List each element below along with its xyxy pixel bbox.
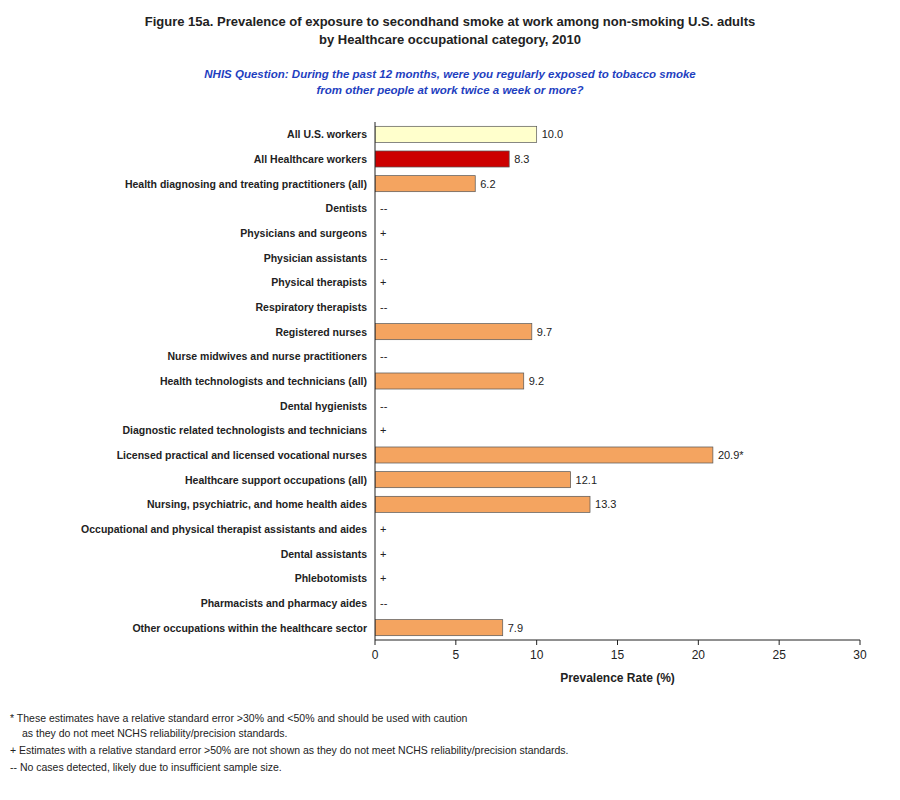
category-label: Occupational and physical therapist assi… (81, 523, 367, 535)
category-label: Registered nurses (275, 326, 367, 338)
data-label: + (380, 276, 386, 288)
category-label: Phlebotomists (295, 572, 368, 584)
category-label: Other occupations within the healthcare … (132, 622, 367, 634)
title: Figure 15a. Prevalence of exposure to se… (145, 14, 755, 29)
data-label: -- (380, 252, 388, 264)
data-label: 9.2 (529, 375, 544, 387)
title: by Healthcare occupational category, 201… (319, 32, 581, 47)
bar (375, 472, 571, 488)
data-label: 6.2 (480, 178, 495, 190)
data-label: -- (380, 400, 388, 412)
category-label: All U.S. workers (287, 128, 367, 140)
data-label: + (380, 572, 386, 584)
data-label: + (380, 424, 386, 436)
category-label: Healthcare support occupations (all) (185, 474, 367, 486)
category-label: Dental hygienists (280, 400, 367, 412)
subtitle: from other people at work twice a week o… (316, 84, 583, 96)
category-label: Nursing, psychiatric, and home health ai… (147, 498, 367, 510)
category-label: Physicians and surgeons (240, 227, 367, 239)
category-label: Physical therapists (271, 276, 367, 288)
data-label: 9.7 (537, 326, 552, 338)
category-label: Diagnostic related technologists and tec… (123, 424, 368, 436)
x-tick-label: 15 (611, 648, 625, 662)
x-tick-label: 5 (452, 648, 459, 662)
category-label: Nurse midwives and nurse practitioners (167, 350, 367, 362)
data-label: -- (380, 597, 388, 609)
x-tick-label: 30 (853, 648, 867, 662)
category-label: Physician assistants (264, 252, 367, 264)
footnote: * These estimates have a relative standa… (10, 712, 468, 724)
chart-container: Figure 15a. Prevalence of exposure to se… (0, 0, 900, 800)
category-label: Dentists (326, 202, 368, 214)
bar (375, 447, 713, 463)
x-tick-label: 0 (372, 648, 379, 662)
data-label: + (380, 523, 386, 535)
chart-svg: Figure 15a. Prevalence of exposure to se… (0, 0, 900, 800)
x-tick (536, 640, 537, 645)
bar (375, 496, 590, 512)
data-label: -- (380, 350, 388, 362)
x-tick (375, 640, 376, 645)
bar (375, 373, 524, 389)
data-label: 12.1 (576, 474, 597, 486)
data-label: 20.9* (718, 449, 744, 461)
data-label: -- (380, 301, 388, 313)
x-tick (779, 640, 780, 645)
x-tick (455, 640, 456, 645)
subtitle: NHIS Question: During the past 12 months… (204, 68, 696, 80)
footnote: -- No cases detected, likely due to insu… (10, 761, 282, 773)
x-axis-label: Prevalence Rate (%) (560, 671, 675, 685)
background (0, 0, 900, 800)
bars (375, 126, 713, 635)
x-tick-label: 10 (530, 648, 544, 662)
bar (375, 176, 475, 192)
category-label: All Healthcare workers (254, 153, 367, 165)
data-label: + (380, 548, 386, 560)
bar (375, 151, 509, 167)
data-label: + (380, 227, 386, 239)
category-label: Respiratory therapists (256, 301, 368, 313)
x-tick (617, 640, 618, 645)
bar (375, 620, 503, 636)
category-label: Health diagnosing and treating practitio… (125, 178, 367, 190)
bar (375, 324, 532, 340)
footnote: + Estimates with a relative standard err… (10, 744, 569, 756)
x-tick-label: 20 (692, 648, 706, 662)
data-label: 10.0 (542, 128, 563, 140)
zero-line (375, 122, 376, 640)
data-label: -- (380, 202, 388, 214)
x-tick-label: 25 (772, 648, 786, 662)
data-label: 13.3 (595, 498, 616, 510)
category-label: Pharmacists and pharmacy aides (201, 597, 367, 609)
data-label: 7.9 (508, 622, 523, 634)
category-label: Health technologists and technicians (al… (160, 375, 367, 387)
data-label: 8.3 (514, 153, 529, 165)
category-label: Licensed practical and licensed vocation… (117, 449, 368, 461)
footnote: as they do not meet NCHS reliability/pre… (22, 727, 288, 739)
bar (375, 126, 537, 142)
category-label: Dental assistants (281, 548, 368, 560)
x-tick (860, 640, 861, 645)
x-tick (698, 640, 699, 645)
